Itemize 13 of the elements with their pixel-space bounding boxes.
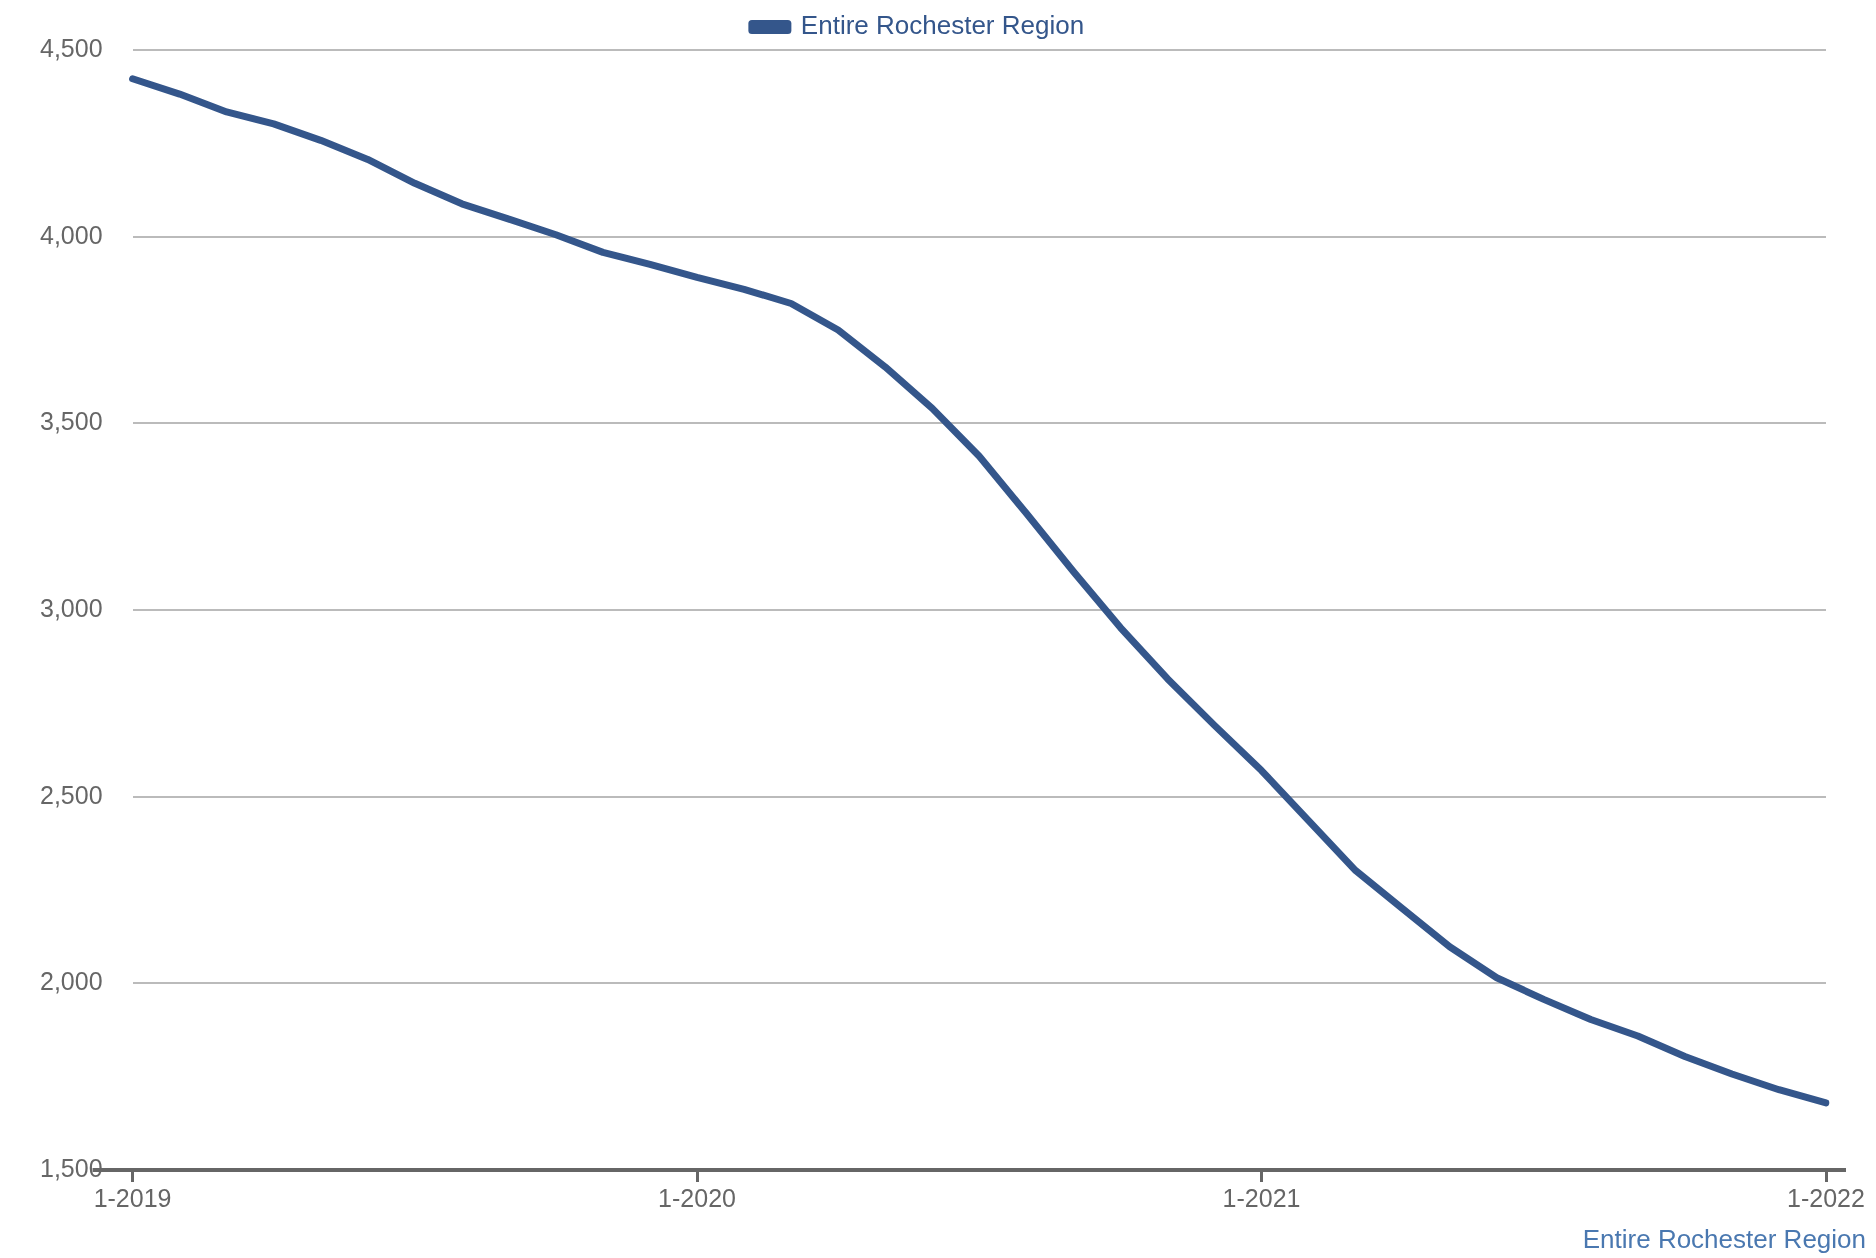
y-tick-label: 3,000 bbox=[40, 593, 103, 622]
x-tick-label: 1-2020 bbox=[658, 1183, 736, 1212]
y-tick-label: 2,500 bbox=[40, 780, 103, 809]
y-tick-label: 3,500 bbox=[40, 407, 103, 436]
text: Entire Rochester Region bbox=[1582, 1224, 1866, 1255]
x-tick-label: 1-2019 bbox=[93, 1183, 172, 1212]
y-tick-label: 4,500 bbox=[40, 33, 103, 62]
x-tick-label: 1-2022 bbox=[1787, 1183, 1865, 1212]
x-tick-label: 1-2021 bbox=[1222, 1183, 1301, 1212]
y-tick-label: 4,000 bbox=[40, 220, 103, 249]
y-tick-label: 2,000 bbox=[40, 967, 103, 996]
legend-label: Entire Rochester Region bbox=[800, 10, 1085, 41]
y-tick-label: 1,500 bbox=[40, 1153, 103, 1182]
